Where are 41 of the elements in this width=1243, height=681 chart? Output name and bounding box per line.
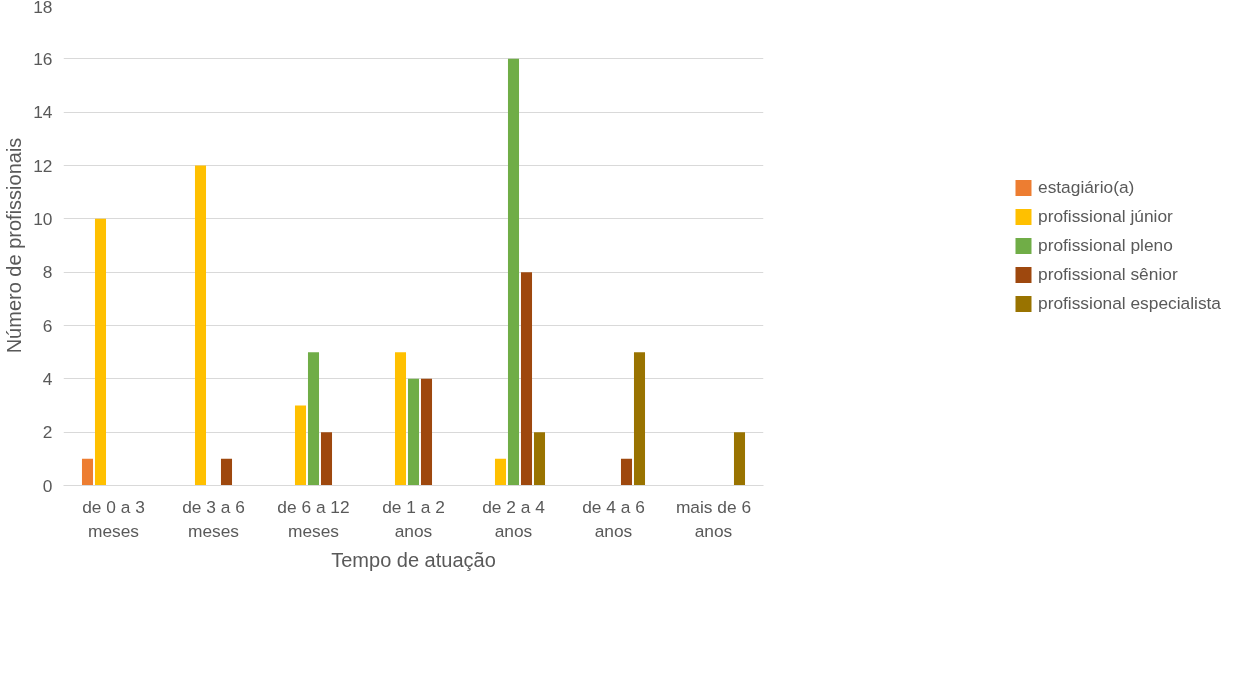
legend-label: profissional júnior	[1037, 205, 1173, 227]
y-tick-label: 6	[42, 315, 53, 336]
bar	[407, 378, 420, 486]
x-tick-label: de 2 a 4 anos	[482, 496, 546, 541]
legend-label: profissional pleno	[1037, 234, 1173, 256]
y-tick-label: 18	[33, 0, 53, 17]
bar	[94, 218, 107, 486]
y-tick-label: 4	[42, 368, 53, 389]
legend-label: profissional sênior	[1037, 263, 1178, 285]
x-axis-title: Tempo de atuação	[331, 548, 496, 571]
bar	[520, 272, 533, 486]
y-tick-label: 2	[42, 422, 53, 443]
legend-label: profissional especialista	[1037, 292, 1222, 314]
x-tick-label: de 6 a 12 meses	[277, 496, 350, 541]
legend-label: estagiário(a)	[1037, 176, 1135, 198]
bar	[420, 378, 433, 486]
y-tick-label: 14	[33, 102, 53, 123]
bar	[533, 432, 546, 486]
bar	[81, 458, 94, 486]
y-axis-title: Número de profissionais	[3, 137, 26, 354]
x-tick-label: mais de 6 anos	[675, 496, 752, 541]
x-tick-label: de 3 a 6 meses	[182, 496, 245, 541]
bar	[307, 352, 320, 486]
bar	[494, 458, 507, 486]
bar	[194, 165, 207, 486]
y-tick-label: 10	[33, 208, 53, 229]
bar	[220, 458, 233, 486]
bar	[294, 405, 307, 486]
x-tick-label: de 0 a 3 meses	[82, 496, 145, 541]
y-tick-label: 8	[42, 262, 53, 283]
bar	[320, 432, 333, 486]
bar	[507, 58, 520, 486]
bar	[394, 352, 407, 486]
bar	[633, 352, 646, 486]
y-tick-label: 12	[33, 155, 53, 176]
y-tick-label: 16	[33, 48, 53, 69]
x-tick-label: de 4 a 6 anos	[582, 496, 645, 541]
x-tick-label: de 1 a 2 anos	[382, 496, 445, 541]
bar	[733, 432, 746, 486]
y-tick-label: 0	[42, 475, 53, 496]
bar	[620, 458, 633, 486]
